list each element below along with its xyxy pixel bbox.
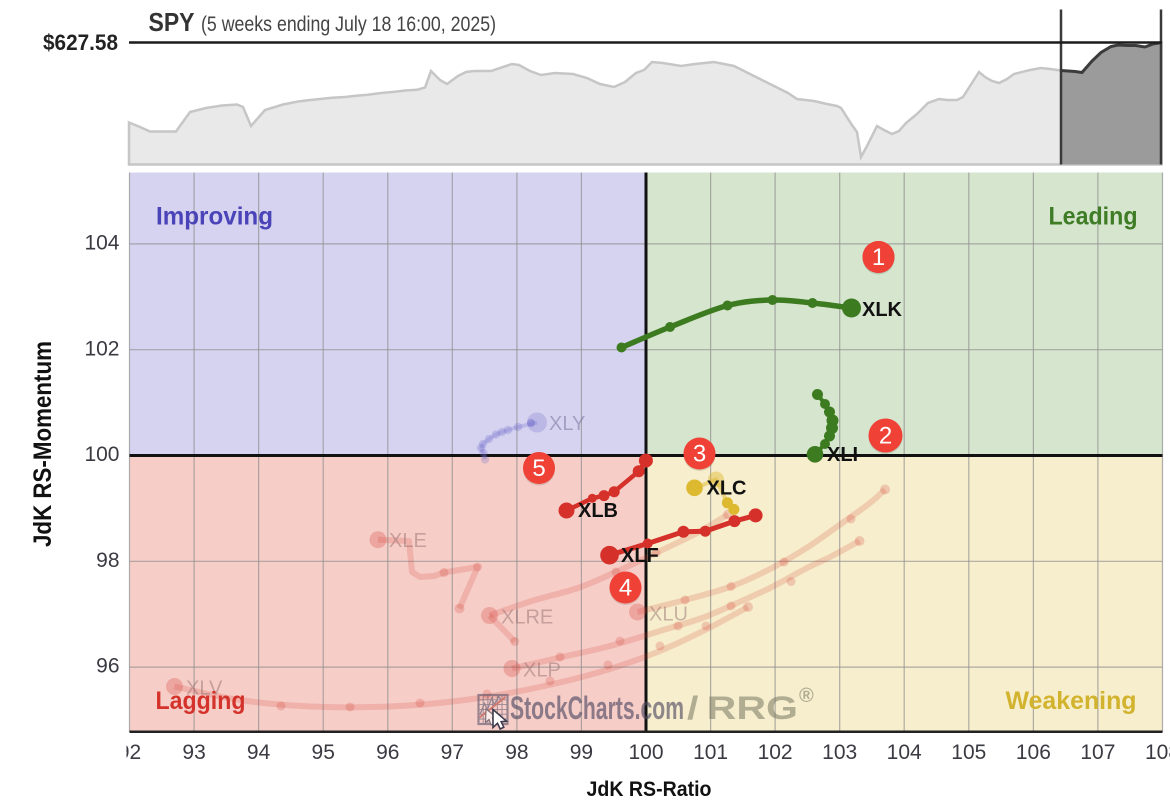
svg-text:XLF: XLF: [621, 545, 659, 567]
svg-text:102: 102: [758, 741, 793, 764]
svg-text:104: 104: [887, 741, 922, 764]
svg-text:106: 106: [1016, 741, 1051, 764]
svg-text:5: 5: [532, 455, 545, 482]
svg-text:101: 101: [693, 741, 728, 764]
svg-text:JdK RS-Ratio: JdK RS-Ratio: [587, 778, 712, 801]
svg-text:3: 3: [693, 441, 706, 468]
svg-text:XLY: XLY: [549, 413, 585, 435]
svg-text:102: 102: [84, 337, 119, 360]
svg-text:XLB: XLB: [578, 500, 618, 522]
svg-text:2: 2: [879, 423, 892, 450]
svg-text:XLC: XLC: [707, 478, 747, 500]
svg-text:4: 4: [619, 575, 632, 602]
svg-text:Lagging: Lagging: [156, 687, 246, 715]
svg-text:1: 1: [872, 244, 885, 271]
svg-text:104: 104: [84, 232, 119, 255]
svg-text:Weakening: Weakening: [1006, 687, 1137, 715]
svg-text:/ RRG: / RRG: [687, 690, 798, 726]
svg-text:XLI: XLI: [827, 444, 858, 466]
svg-text:Improving: Improving: [156, 203, 273, 231]
svg-text:108: 108: [1145, 741, 1170, 764]
svg-text:XLU: XLU: [649, 604, 688, 626]
svg-text:95: 95: [312, 741, 335, 764]
svg-text:JdK RS-Momentum: JdK RS-Momentum: [29, 341, 57, 547]
svg-text:94: 94: [247, 741, 271, 764]
svg-text:100: 100: [84, 443, 119, 466]
svg-text:$627.58: $627.58: [43, 30, 118, 55]
svg-text:99: 99: [570, 741, 593, 764]
svg-text:XLP: XLP: [523, 660, 561, 682]
svg-text:XLK: XLK: [862, 299, 903, 321]
svg-text:XLV: XLV: [186, 678, 223, 700]
svg-text:105: 105: [951, 741, 986, 764]
svg-text:98: 98: [505, 741, 528, 764]
svg-text:XLE: XLE: [389, 530, 427, 552]
svg-text:103: 103: [822, 741, 857, 764]
svg-text:98: 98: [96, 549, 119, 572]
svg-text:107: 107: [1080, 741, 1115, 764]
svg-text:XLRE: XLRE: [501, 607, 553, 629]
svg-text:97: 97: [441, 741, 464, 764]
svg-text:96: 96: [376, 741, 399, 764]
svg-text:StockCharts.com: StockCharts.com: [510, 690, 684, 726]
svg-text:®: ®: [799, 685, 814, 707]
svg-text:93: 93: [182, 741, 205, 764]
svg-text:Leading: Leading: [1049, 203, 1138, 231]
svg-text:96: 96: [96, 655, 119, 678]
svg-text:100: 100: [628, 741, 663, 764]
svg-text:SPY: SPY: [149, 7, 195, 37]
svg-text:(5 weeks ending July 18 16:00,: (5 weeks ending July 18 16:00, 2025): [201, 13, 496, 36]
